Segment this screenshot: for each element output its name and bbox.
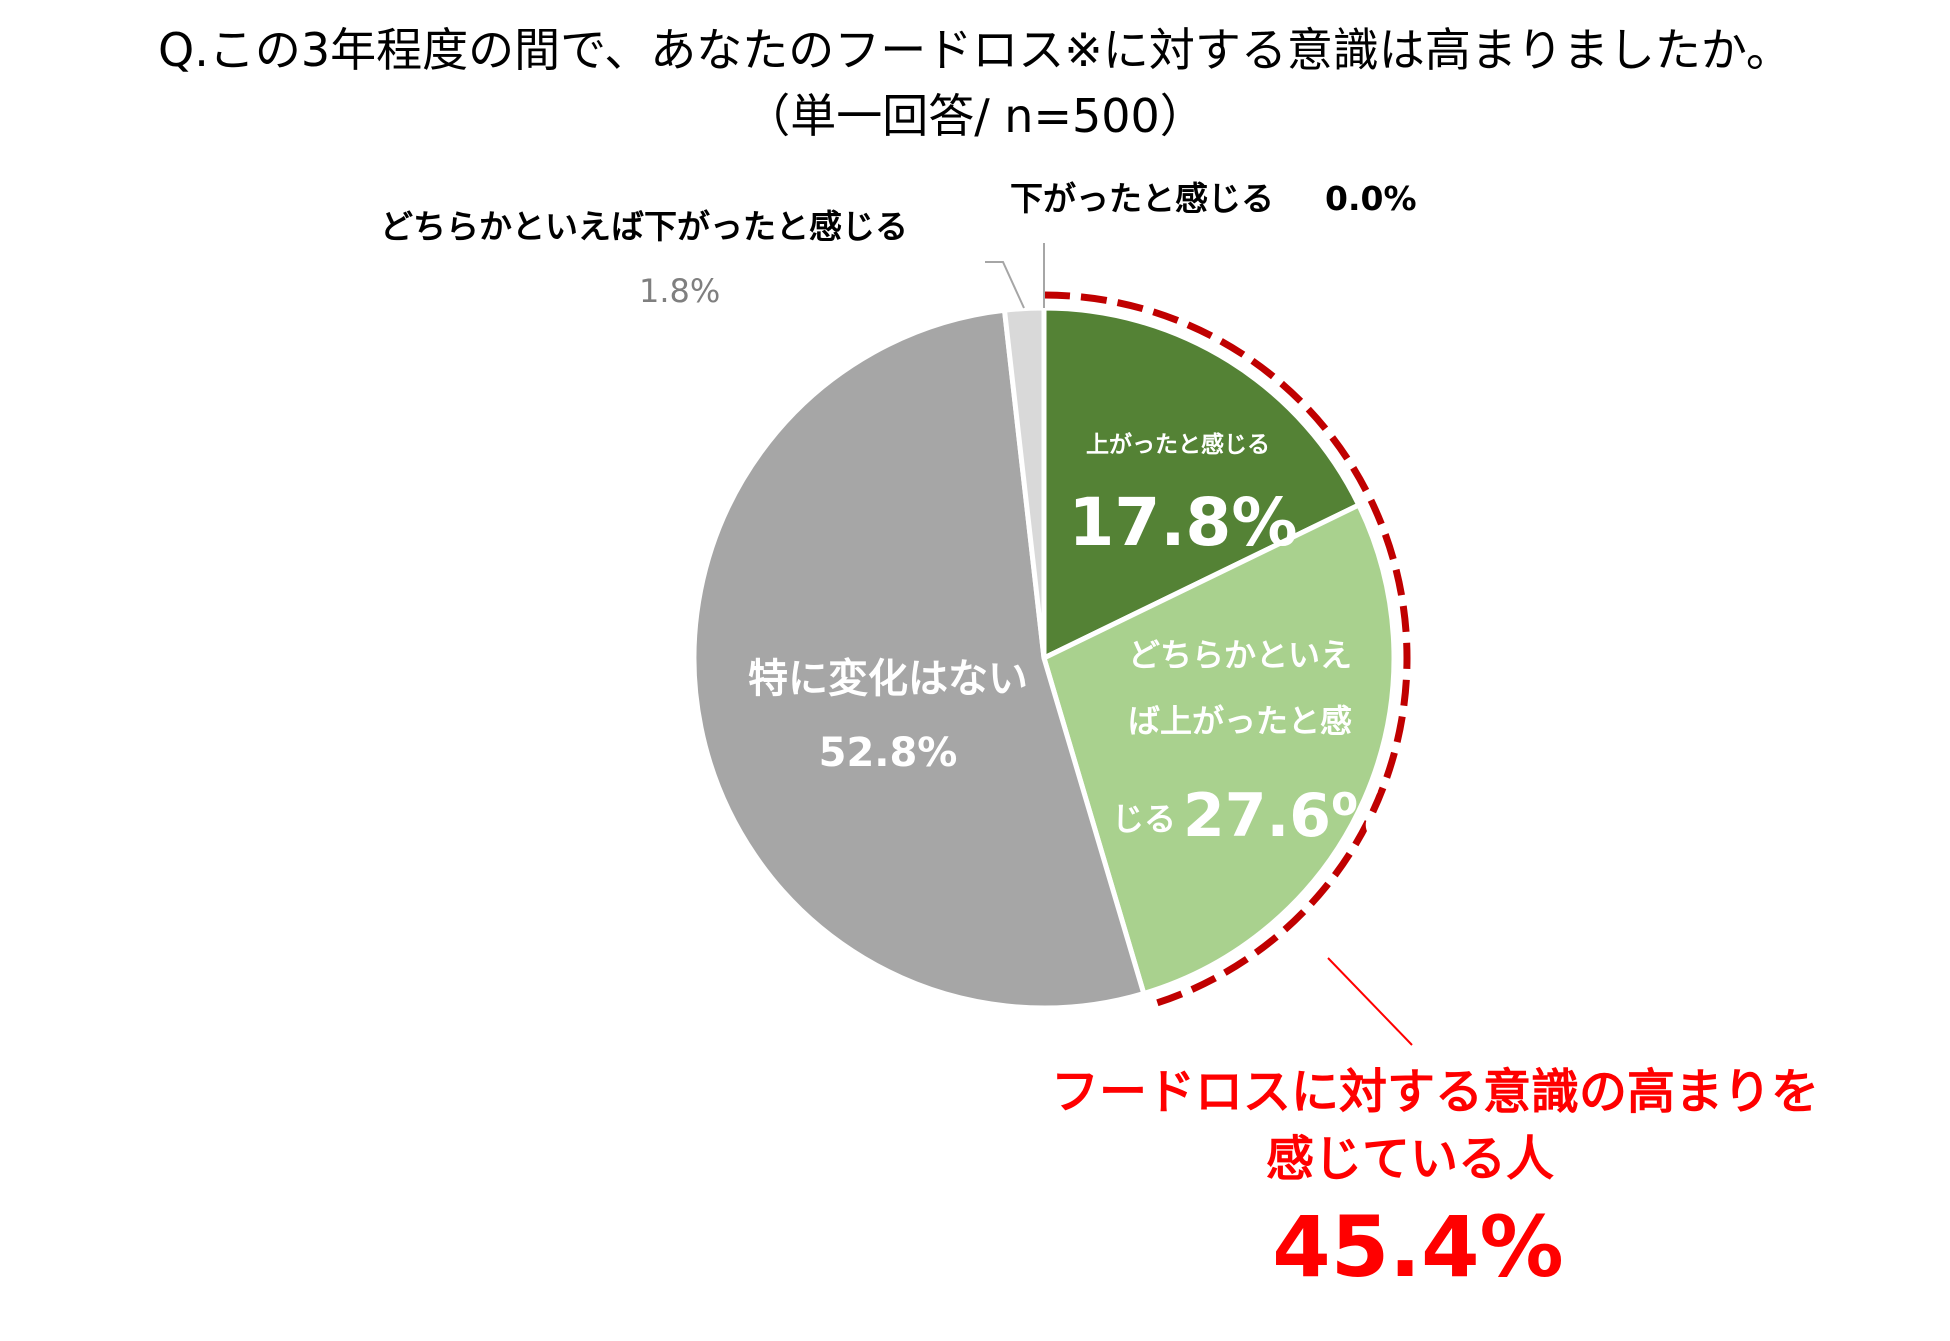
slice-no-change <box>691 307 1147 1011</box>
value-somewhat-up: 27.6% <box>1183 781 1391 851</box>
label-somewhat-up-line2: ば上がったと感 <box>1128 702 1352 740</box>
leader-line-somewhat-down <box>985 261 1025 309</box>
label-somewhat-up-line1: どちらかといえ <box>1128 636 1352 674</box>
label-somewhat-down: どちらかといえば下がったと感じる <box>380 207 908 246</box>
chart-subtitle: （単一回答/ n=500） <box>744 89 1206 143</box>
value-somewhat-down: 1.8% <box>639 272 720 310</box>
value-down: 0.0% <box>1325 179 1417 218</box>
label-up: 上がったと感じる <box>1086 431 1270 458</box>
chart-title: Q.この3年程度の間で、あなたのフードロス※に対する意識は高まりましたか。 <box>158 23 1792 77</box>
callout-line2: 感じている人 <box>1266 1131 1554 1187</box>
value-up: 17.8% <box>1069 484 1298 561</box>
label-no-change: 特に変化はない <box>748 656 1028 702</box>
slice-up <box>1041 305 1362 661</box>
callout-line1: フードロスに対する意識の高まりを <box>1051 1064 1819 1120</box>
value-no-change: 52.8% <box>819 730 958 776</box>
label-down: 下がったと感じる <box>1010 179 1274 218</box>
slice-somewhat-up <box>1041 502 1397 996</box>
label-somewhat-up-line3: じる <box>1112 800 1176 838</box>
highlight-dashed-arc <box>1043 291 1411 1010</box>
callout-value: 45.4% <box>1272 1198 1563 1296</box>
leader-line-callout <box>1327 957 1413 1046</box>
